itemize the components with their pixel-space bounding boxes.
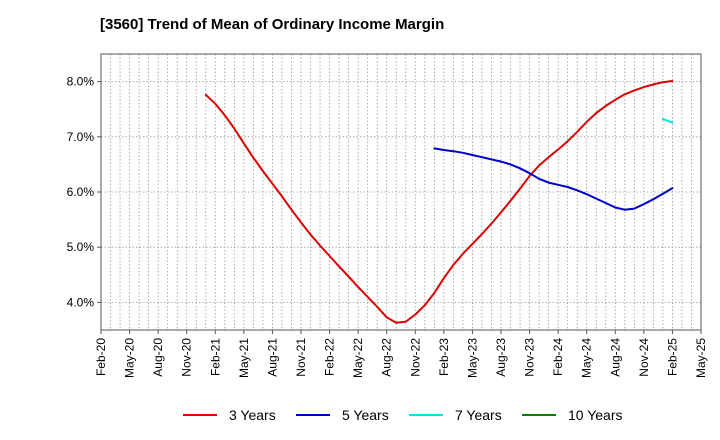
legend-swatch (409, 414, 443, 416)
legend-item-3-years: 3 Years (183, 402, 276, 428)
legend-item-5-years: 5 Years (296, 402, 389, 428)
legend-swatch (296, 414, 330, 416)
x-tick-label: Nov-24 (637, 338, 651, 377)
series-line-3-years (204, 80, 674, 324)
x-tick-label: May-23 (465, 338, 479, 378)
x-tick-label: Feb-24 (551, 338, 565, 376)
y-tick-label: 6.0% (67, 185, 95, 199)
grid (100, 54, 702, 330)
x-tick-label: May-22 (351, 338, 365, 378)
legend-swatch (522, 414, 556, 416)
x-tick-label: May-25 (694, 338, 708, 378)
y-axis: 4.0% 5.0% 6.0% 7.0% 8.0% (67, 75, 101, 309)
line-chart: 4.0% 5.0% 6.0% 7.0% 8.0% Feb-20 May-20 Aug-20 N… (67, 53, 708, 378)
plot-frame (100, 53, 702, 331)
y-tick-label: 8.0% (67, 75, 95, 89)
chart-title: [3560] Trend of Mean of Ordinary Income … (100, 16, 445, 33)
legend-item-10-years: 10 Years (522, 402, 623, 428)
legend-label: 10 Years (568, 407, 623, 423)
x-tick-label: Feb-20 (94, 338, 108, 376)
x-tick-label: Aug-21 (265, 338, 279, 377)
legend-swatch (183, 414, 217, 416)
x-tick-label: Feb-23 (437, 338, 451, 376)
x-tick-label: Aug-22 (380, 338, 394, 377)
legend: 3 Years 5 Years 7 Years 10 Years (0, 402, 720, 428)
y-tick-label: 4.0% (67, 295, 95, 309)
x-tick-label: Nov-22 (408, 338, 422, 377)
x-tick-label: May-21 (237, 338, 251, 378)
series-lines (204, 80, 674, 324)
legend-label: 5 Years (342, 407, 389, 423)
x-tick-label: Feb-22 (323, 338, 337, 376)
x-tick-label: Nov-23 (523, 338, 537, 377)
x-tick-label: May-24 (580, 338, 594, 378)
x-tick-label: Nov-20 (180, 338, 194, 377)
y-tick-label: 7.0% (67, 130, 95, 144)
y-tick-label: 5.0% (67, 240, 95, 254)
legend-item-7-years: 7 Years (409, 402, 502, 428)
legend-label: 3 Years (229, 407, 276, 423)
x-tick-label: Feb-21 (208, 338, 222, 376)
series-line-7-years (661, 118, 674, 124)
x-axis: Feb-20 May-20 Aug-20 Nov-20 Feb-21 May-21 Aug-… (94, 330, 708, 378)
x-tick-label: Aug-24 (608, 338, 622, 377)
x-tick-label: Aug-23 (494, 338, 508, 377)
x-tick-label: Nov-21 (294, 338, 308, 377)
plot-border (100, 53, 702, 331)
legend-label: 7 Years (455, 407, 502, 423)
x-tick-label: Feb-25 (665, 338, 679, 376)
series-line-5-years (433, 147, 674, 211)
x-tick-label: May-20 (123, 338, 137, 378)
x-tick-label: Aug-20 (151, 338, 165, 377)
